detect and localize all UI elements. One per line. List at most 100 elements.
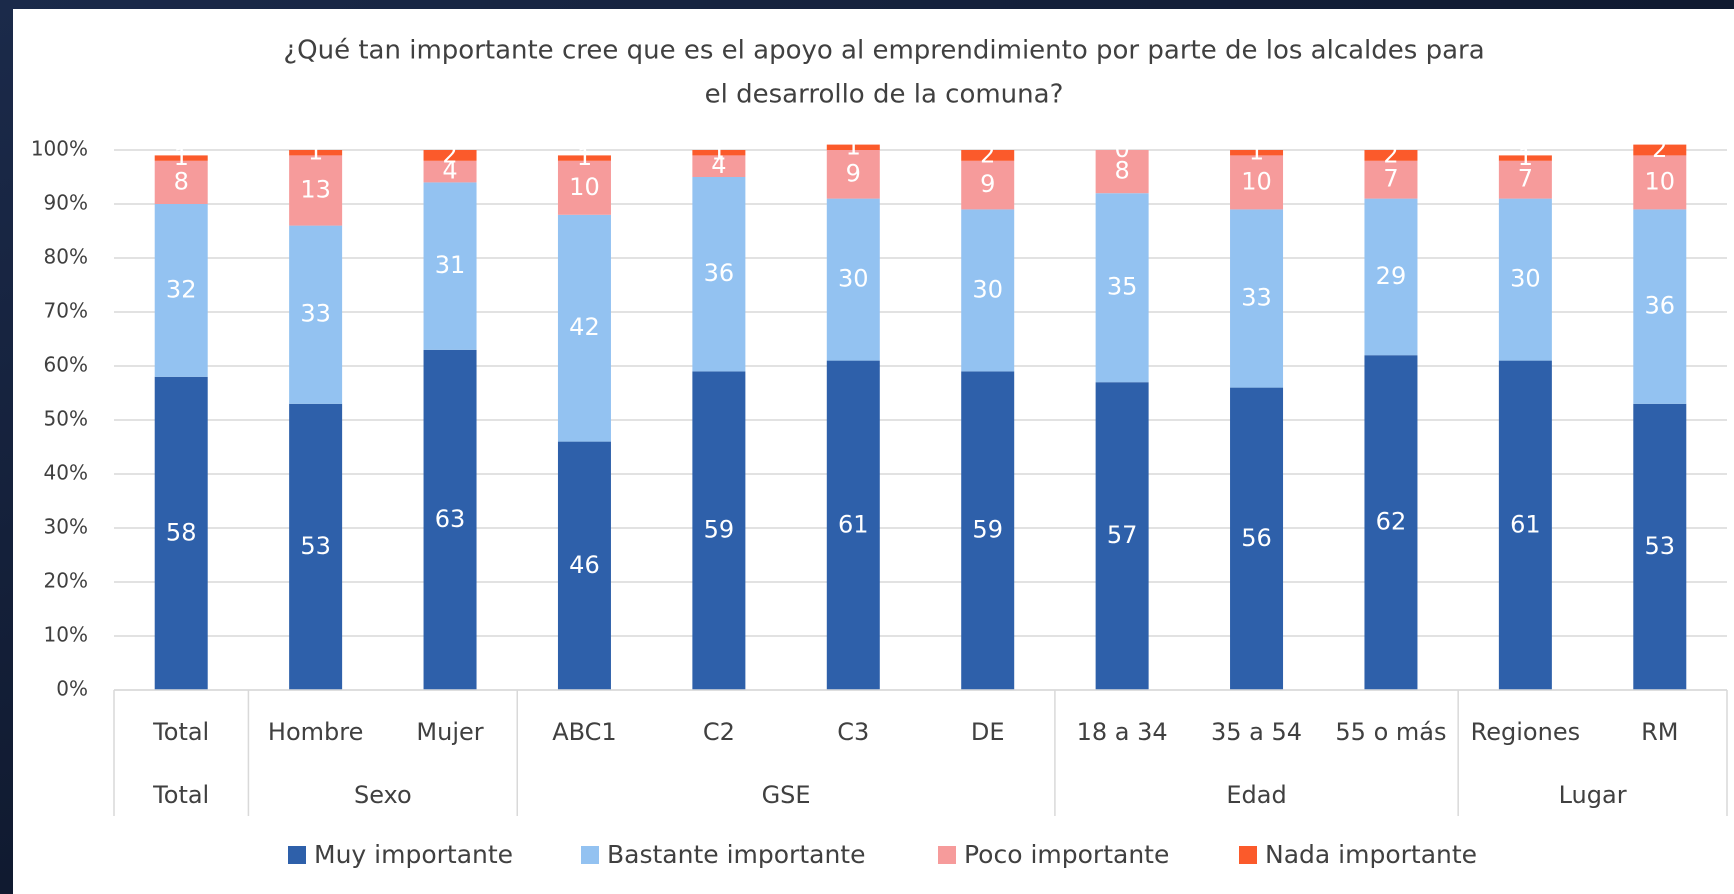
bar-segment [1230,150,1284,156]
y-tick-label: 100% [31,137,88,161]
data-label: 33 [1241,284,1272,312]
data-label: 53 [300,532,331,560]
bar-segment [961,150,1015,161]
data-label: 31 [435,251,466,279]
bar-segment [1364,160,1418,199]
legend-label: Poco importante [964,840,1169,869]
y-tick-label: 20% [44,569,88,593]
data-label: 30 [1510,265,1541,293]
data-label: 8 [174,167,189,195]
data-label: 9 [980,170,995,198]
legend-swatch [938,846,956,864]
bar-segment [961,371,1015,690]
data-label: 53 [1645,532,1676,560]
bar-segment [1633,144,1687,156]
data-label: 9 [846,159,861,187]
bar-segment [154,155,208,161]
x-tick-label: Regiones [1471,718,1580,746]
data-label: 1 [711,138,726,166]
legend-swatch [1239,846,1257,864]
data-label: 13 [300,176,331,204]
data-label: 30 [838,265,869,293]
legend-swatch [581,846,599,864]
y-tick-label: 40% [44,461,88,485]
bar-segment [1364,150,1418,161]
data-label: 7 [1383,165,1398,193]
bar-segment [423,160,477,183]
data-label: 61 [838,510,869,538]
x-tick-label: 35 a 54 [1211,718,1302,746]
data-label: 29 [1376,262,1407,290]
bar-segment [154,376,208,690]
bar-segment [1095,193,1149,383]
bar-segment [1498,160,1552,199]
group-label: Total [152,781,209,809]
group-label: Edad [1226,781,1286,809]
bar-segment [289,403,343,690]
bar-segment [692,177,746,372]
y-tick-label: 80% [44,245,88,269]
bar-segment [1633,403,1687,690]
x-tick-label: Total [152,718,209,746]
data-label: 61 [1510,510,1541,538]
x-tick-label: 18 a 34 [1077,718,1168,746]
bar-segment [826,198,880,361]
bar-segment [154,204,208,377]
data-label: 58 [166,518,197,546]
data-label: 59 [704,516,735,544]
bar-segment [1364,355,1418,690]
data-label: 7 [1518,165,1533,193]
bar-segment [1498,198,1552,361]
bar-segment [961,160,1015,210]
y-tick-label: 30% [44,515,88,539]
group-label: Sexo [354,781,412,809]
x-tick-label: 55 o más [1335,718,1446,746]
bar-segment [1364,198,1418,356]
data-label: 30 [972,275,1003,303]
bar-segment [1633,155,1687,210]
bar-segment [826,144,880,150]
data-label: 56 [1241,524,1272,552]
y-tick-label: 10% [44,623,88,647]
data-label: 1 [174,143,189,171]
data-label: 46 [569,551,600,579]
bar-segment [1230,155,1284,210]
bar-segment [557,441,611,690]
data-label: 62 [1376,508,1407,536]
y-tick-label: 0% [56,677,88,701]
data-label: 33 [300,300,331,328]
chart-title: el desarrollo de la comuna? [705,80,1064,110]
bar-segment [557,214,611,442]
data-label: 10 [1645,167,1676,195]
x-tick-label: Hombre [268,718,363,746]
bar-segment [557,160,611,215]
data-label: 32 [166,275,197,303]
bar-segment [1498,155,1552,161]
data-label: 2 [1383,140,1398,168]
data-label: 63 [435,505,466,533]
data-label: 2 [980,140,995,168]
data-label: 8 [1114,157,1129,185]
data-label: 4 [442,157,457,185]
group-label: Lugar [1559,781,1627,809]
data-label: 35 [1107,273,1138,301]
bar-segment [289,150,343,156]
y-tick-label: 60% [44,353,88,377]
bar-segment [1633,209,1687,404]
data-label: 10 [569,173,600,201]
bar-segment [1230,387,1284,690]
bar-segment [289,225,343,404]
bar-segment [692,371,746,690]
data-label: 4 [711,151,726,179]
x-tick-label: C2 [703,718,735,746]
bar-segment [826,150,880,199]
bar-segment [154,160,208,204]
y-tick-label: 70% [44,299,88,323]
bar-segment [423,150,477,161]
data-label: 0 [1114,135,1129,163]
data-label: 1 [1518,143,1533,171]
data-label: 36 [704,259,735,287]
data-label: 1 [1249,138,1264,166]
bar-segment [826,360,880,690]
data-label: 2 [1652,135,1667,163]
